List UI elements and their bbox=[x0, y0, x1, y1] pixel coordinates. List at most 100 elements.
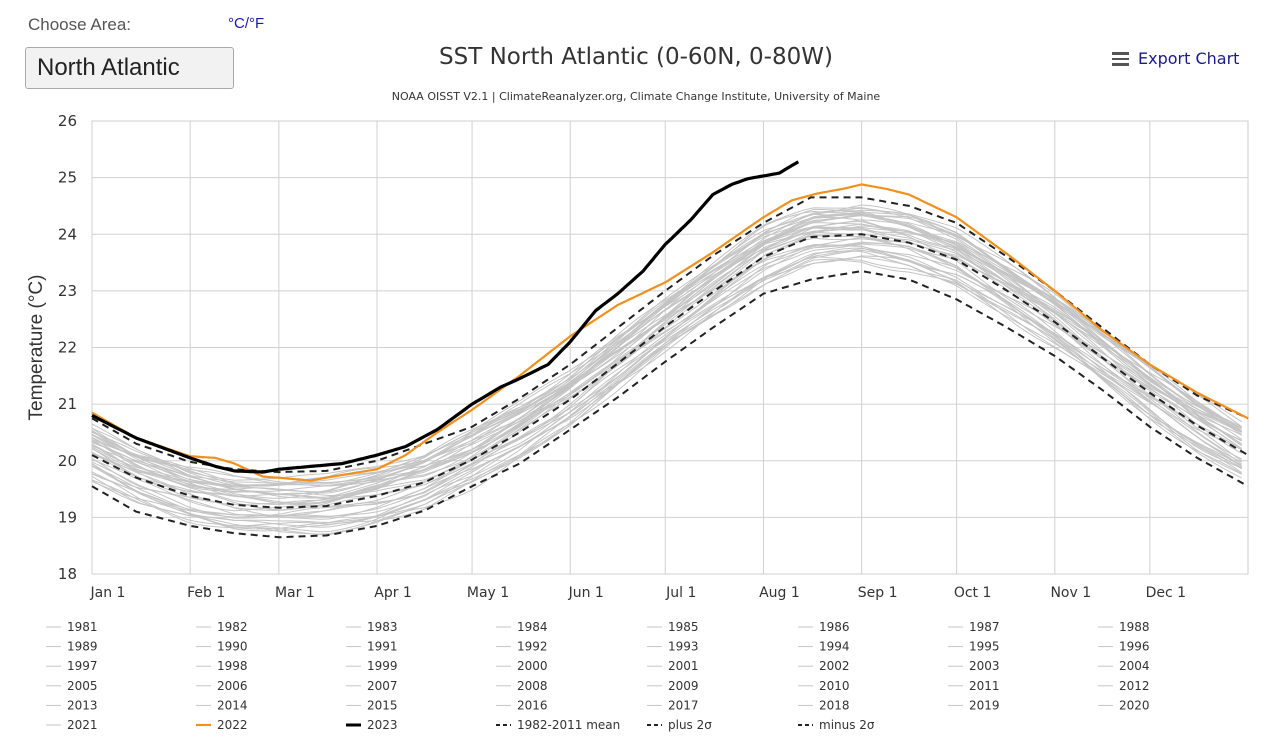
legend-label: 2019 bbox=[969, 698, 1000, 712]
legend-item-1981[interactable]: 1981 bbox=[46, 620, 98, 634]
legend-item-1982-2011-mean[interactable]: 1982-2011 mean bbox=[496, 718, 620, 732]
legend-label: 1993 bbox=[668, 640, 699, 654]
legend-item-1996[interactable]: 1996 bbox=[1098, 640, 1150, 654]
legend-item-2002[interactable]: 2002 bbox=[798, 659, 850, 673]
x-tick-label: Feb 1 bbox=[187, 585, 225, 601]
legend-label: 2012 bbox=[1119, 679, 1150, 693]
legend-label: 1997 bbox=[67, 659, 98, 673]
y-tick-label: 20 bbox=[58, 452, 77, 470]
export-chart-label: Export Chart bbox=[1138, 49, 1240, 69]
legend-item-2009[interactable]: 2009 bbox=[647, 679, 699, 693]
legend-item-1993[interactable]: 1993 bbox=[647, 640, 699, 654]
legend-item-1990[interactable]: 1990 bbox=[196, 640, 248, 654]
legend-label: 1988 bbox=[1119, 620, 1150, 634]
legend-item-plus-2-[interactable]: plus 2σ bbox=[647, 718, 712, 732]
legend-item-1988[interactable]: 1988 bbox=[1098, 620, 1150, 634]
y-axis-label: Temperature (°C) bbox=[26, 275, 47, 421]
legend-item-minus-2-[interactable]: minus 2σ bbox=[798, 718, 875, 732]
export-chart-button[interactable]: Export Chart bbox=[1112, 49, 1239, 69]
legend-label: 1982 bbox=[217, 620, 248, 634]
series-line-2000 bbox=[91, 235, 1242, 511]
series-line-1996 bbox=[91, 242, 1242, 517]
y-tick-label: 21 bbox=[58, 395, 77, 413]
legend-item-2003[interactable]: 2003 bbox=[948, 659, 1000, 673]
x-tick-label: May 1 bbox=[467, 585, 509, 601]
series-line-plus-2- bbox=[91, 196, 1249, 474]
legend-item-1982[interactable]: 1982 bbox=[196, 620, 248, 634]
legend-item-1985[interactable]: 1985 bbox=[647, 620, 699, 634]
legend-label: 2002 bbox=[819, 659, 850, 673]
legend-label: 2007 bbox=[367, 679, 398, 693]
series-line-1987 bbox=[91, 237, 1242, 512]
series-line-1994 bbox=[91, 241, 1242, 519]
x-tick-label: Nov 1 bbox=[1050, 585, 1091, 601]
unit-toggle-link[interactable]: °C/°F bbox=[228, 15, 265, 32]
series-line-1982-2011-mean bbox=[91, 233, 1249, 509]
legend-item-2005[interactable]: 2005 bbox=[46, 679, 98, 693]
x-tick-label: Aug 1 bbox=[759, 585, 800, 601]
legend-item-1995[interactable]: 1995 bbox=[948, 640, 1000, 654]
legend-item-2015[interactable]: 2015 bbox=[346, 698, 398, 712]
legend-label: 2013 bbox=[67, 698, 98, 712]
legend-item-2013[interactable]: 2013 bbox=[46, 698, 98, 712]
legend-item-2022[interactable]: 2022 bbox=[196, 718, 248, 732]
legend-item-1994[interactable]: 1994 bbox=[798, 640, 850, 654]
legend-item-2014[interactable]: 2014 bbox=[196, 698, 248, 712]
legend-item-1991[interactable]: 1991 bbox=[346, 640, 398, 654]
legend-item-1984[interactable]: 1984 bbox=[496, 620, 548, 634]
legend-item-2021[interactable]: 2021 bbox=[46, 718, 98, 732]
legend-item-1986[interactable]: 1986 bbox=[798, 620, 850, 634]
legend-label: 2010 bbox=[819, 679, 850, 693]
legend-label: 2011 bbox=[969, 679, 1000, 693]
y-tick-label: 22 bbox=[58, 339, 77, 357]
x-tick-label: Apr 1 bbox=[374, 585, 412, 601]
legend-item-2007[interactable]: 2007 bbox=[346, 679, 398, 693]
legend-label: 2016 bbox=[517, 698, 548, 712]
legend-item-2008[interactable]: 2008 bbox=[496, 679, 548, 693]
x-tick-label: Jun 1 bbox=[568, 585, 604, 601]
legend-item-2017[interactable]: 2017 bbox=[647, 698, 699, 712]
series-line-2018 bbox=[91, 215, 1242, 492]
legend-label: 1994 bbox=[819, 640, 850, 654]
series-line-2019 bbox=[91, 211, 1242, 487]
legend-item-1983[interactable]: 1983 bbox=[346, 620, 398, 634]
legend-item-2019[interactable]: 2019 bbox=[948, 698, 1000, 712]
series-line-2021 bbox=[91, 209, 1242, 484]
legend-item-2012[interactable]: 2012 bbox=[1098, 679, 1150, 693]
legend-label: 2004 bbox=[1119, 659, 1150, 673]
legend-item-2020[interactable]: 2020 bbox=[1098, 698, 1150, 712]
y-tick-label: 25 bbox=[58, 169, 77, 187]
legend-label: 2005 bbox=[67, 679, 98, 693]
series-line-2022 bbox=[91, 183, 1249, 482]
legend-item-2001[interactable]: 2001 bbox=[647, 659, 699, 673]
legend-item-2000[interactable]: 2000 bbox=[496, 659, 548, 673]
legend-label: 2003 bbox=[969, 659, 1000, 673]
legend-label: 1984 bbox=[517, 620, 548, 634]
legend-label: 2006 bbox=[217, 679, 248, 693]
legend-label: 2008 bbox=[517, 679, 548, 693]
legend-item-2006[interactable]: 2006 bbox=[196, 679, 248, 693]
legend-item-1999[interactable]: 1999 bbox=[346, 659, 398, 673]
series-line-1993 bbox=[91, 249, 1242, 530]
legend-item-2004[interactable]: 2004 bbox=[1098, 659, 1150, 673]
legend-item-2010[interactable]: 2010 bbox=[798, 679, 850, 693]
series-line-2023 bbox=[91, 160, 800, 474]
x-tick-label: Jan 1 bbox=[90, 585, 126, 601]
legend-item-1987[interactable]: 1987 bbox=[948, 620, 1000, 634]
legend-item-1998[interactable]: 1998 bbox=[196, 659, 248, 673]
legend-item-2016[interactable]: 2016 bbox=[496, 698, 548, 712]
series-line-2010 bbox=[91, 207, 1242, 485]
legend-label: 2001 bbox=[668, 659, 699, 673]
legend-item-1989[interactable]: 1989 bbox=[46, 640, 98, 654]
area-select[interactable]: North Atlantic bbox=[25, 47, 234, 89]
legend-label: 2000 bbox=[517, 659, 548, 673]
x-tick-label: Mar 1 bbox=[275, 585, 315, 601]
legend-item-1997[interactable]: 1997 bbox=[46, 659, 98, 673]
legend-label: 1996 bbox=[1119, 640, 1150, 654]
chart-title: SST North Atlantic (0-60N, 0-80W) bbox=[439, 44, 833, 70]
legend-item-2023[interactable]: 2023 bbox=[346, 718, 398, 732]
legend-item-2018[interactable]: 2018 bbox=[798, 698, 850, 712]
legend-item-2011[interactable]: 2011 bbox=[948, 679, 1000, 693]
legend-item-1992[interactable]: 1992 bbox=[496, 640, 548, 654]
